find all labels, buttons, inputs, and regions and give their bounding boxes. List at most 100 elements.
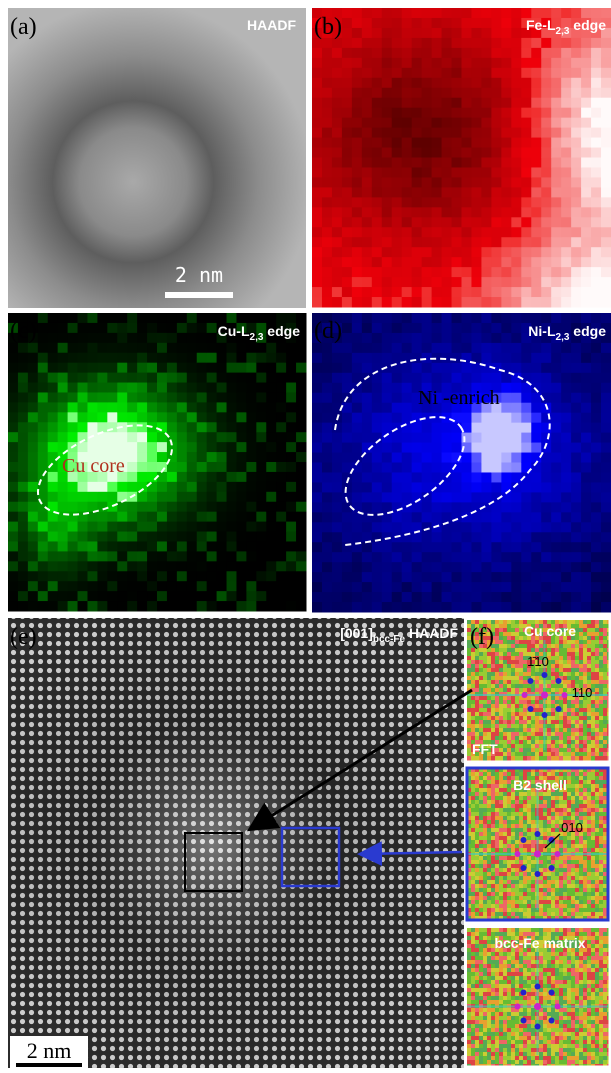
pixel (441, 67, 453, 79)
pixel (547, 684, 552, 689)
pixel (599, 700, 604, 705)
pixel (276, 313, 287, 324)
pixel (97, 313, 108, 324)
pixel (591, 700, 596, 705)
pixel (551, 57, 562, 69)
pixel (563, 768, 568, 773)
pixel (601, 313, 611, 324)
pixel (601, 342, 611, 354)
pixel (507, 620, 512, 625)
pixel (581, 332, 592, 344)
pixel (256, 332, 267, 344)
pixel (483, 736, 488, 741)
pixel (401, 297, 413, 308)
pixel (341, 167, 353, 178)
pixel (475, 668, 480, 673)
pixel (467, 712, 472, 717)
pixel (351, 512, 363, 523)
pixel (441, 592, 453, 603)
pixel (491, 572, 502, 583)
pixel (535, 656, 540, 661)
pixel (206, 491, 218, 503)
pixel (551, 752, 556, 757)
pixel (321, 97, 333, 109)
pixel (571, 382, 582, 394)
pixel (451, 107, 462, 119)
pixel (515, 912, 520, 917)
pixel (401, 602, 413, 613)
pixel (541, 322, 552, 334)
pixel (523, 796, 528, 801)
pixel (127, 481, 138, 493)
pixel (491, 656, 496, 661)
pixel (479, 704, 484, 709)
pixel (591, 680, 596, 685)
pixel (451, 392, 462, 404)
pixel (166, 452, 178, 463)
pixel (543, 804, 548, 809)
pixel (581, 382, 592, 394)
pixel (547, 696, 552, 701)
pixel (351, 562, 363, 573)
pixel (471, 688, 476, 693)
pixel (431, 342, 443, 354)
pixel (515, 652, 520, 657)
pixel (117, 352, 128, 364)
pixel (312, 332, 323, 344)
pixel (166, 551, 178, 562)
pixel (507, 812, 512, 817)
pixel (559, 732, 564, 737)
pixel (361, 392, 373, 404)
pixel (491, 628, 496, 633)
pixel (47, 491, 59, 503)
pixel (157, 422, 168, 433)
pixel (57, 382, 69, 393)
pixel (431, 157, 443, 168)
pixel (539, 820, 544, 825)
pixel (483, 892, 488, 897)
pixel (196, 322, 208, 334)
pixel (495, 716, 500, 721)
pixel (216, 511, 228, 523)
pixel (481, 432, 492, 444)
pixel (471, 708, 476, 713)
pixel (511, 848, 516, 853)
pixel (491, 796, 496, 801)
pixel (421, 352, 433, 364)
pixel (256, 412, 267, 423)
pixel (391, 572, 403, 583)
pixel (547, 788, 552, 793)
pixel (87, 531, 98, 542)
pixel (535, 908, 540, 913)
pixel (599, 744, 604, 749)
pixel (431, 422, 443, 434)
pixel (467, 768, 472, 773)
pixel (511, 492, 522, 503)
pixel (8, 511, 19, 523)
pixel (331, 332, 343, 344)
pixel (483, 784, 488, 789)
pixel (391, 512, 403, 523)
pixel (361, 27, 373, 39)
pixel (341, 277, 353, 288)
pixel (107, 591, 118, 602)
pixel (461, 352, 472, 364)
pixel (535, 752, 540, 757)
pixel (206, 531, 218, 542)
pixel (431, 237, 443, 248)
pixel (475, 820, 480, 825)
pixel (543, 820, 548, 825)
pixel (97, 332, 108, 344)
pixel (117, 332, 128, 344)
pixel (551, 720, 556, 725)
pixel (539, 812, 544, 817)
pixel (37, 432, 49, 443)
pixel (351, 313, 363, 324)
pixel (595, 684, 600, 689)
pixel (137, 601, 148, 612)
pixel (97, 342, 108, 354)
pixel (479, 892, 484, 897)
pixel (481, 472, 492, 483)
pixel (216, 442, 228, 453)
pixel (491, 582, 502, 593)
